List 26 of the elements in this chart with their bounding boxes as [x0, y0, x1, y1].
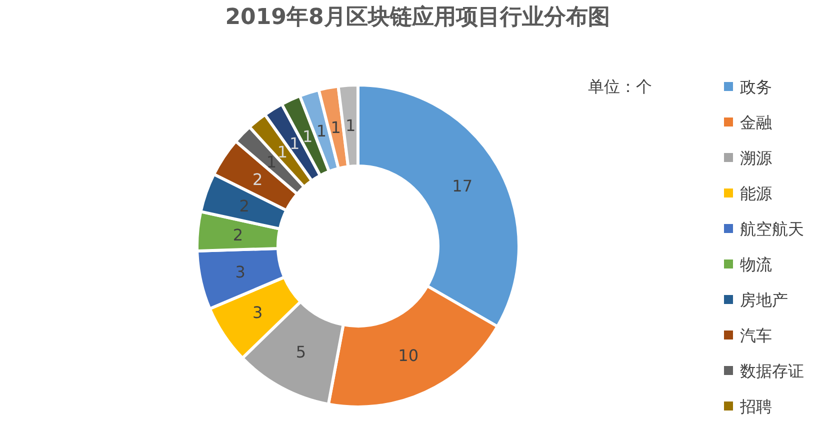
- legend-label: 航空航天: [740, 220, 804, 238]
- data-label: 2: [239, 196, 250, 216]
- data-label: 1: [289, 134, 300, 154]
- legend-label: 能源: [740, 184, 772, 203]
- data-label: 17: [452, 176, 473, 196]
- legend-label: 金融: [740, 113, 772, 132]
- legend-label: 物流: [740, 255, 772, 274]
- legend-label: 政务: [740, 78, 772, 96]
- data-label: 1: [330, 118, 341, 138]
- data-label: 10: [398, 346, 419, 365]
- legend-label: 溯源: [740, 148, 772, 168]
- data-label: 1: [345, 116, 356, 136]
- data-label: 3: [252, 303, 263, 322]
- data-label: 3: [235, 262, 246, 282]
- legend-label: 数据存证: [740, 362, 804, 380]
- legend-label: 汽车: [740, 326, 772, 345]
- data-label: 1: [316, 122, 327, 141]
- data-label: 1: [277, 142, 288, 162]
- data-label: 1: [302, 127, 313, 146]
- legend-label: 房地产: [740, 290, 788, 310]
- data-label: 2: [252, 170, 263, 189]
- data-label: 2: [232, 225, 244, 244]
- legend-label: 招聘: [739, 397, 772, 416]
- legend-title: 单位：个: [588, 77, 652, 96]
- chart-title: 2019年8月区块链应用项目行业分布图: [225, 4, 610, 30]
- data-label: 5: [296, 342, 306, 362]
